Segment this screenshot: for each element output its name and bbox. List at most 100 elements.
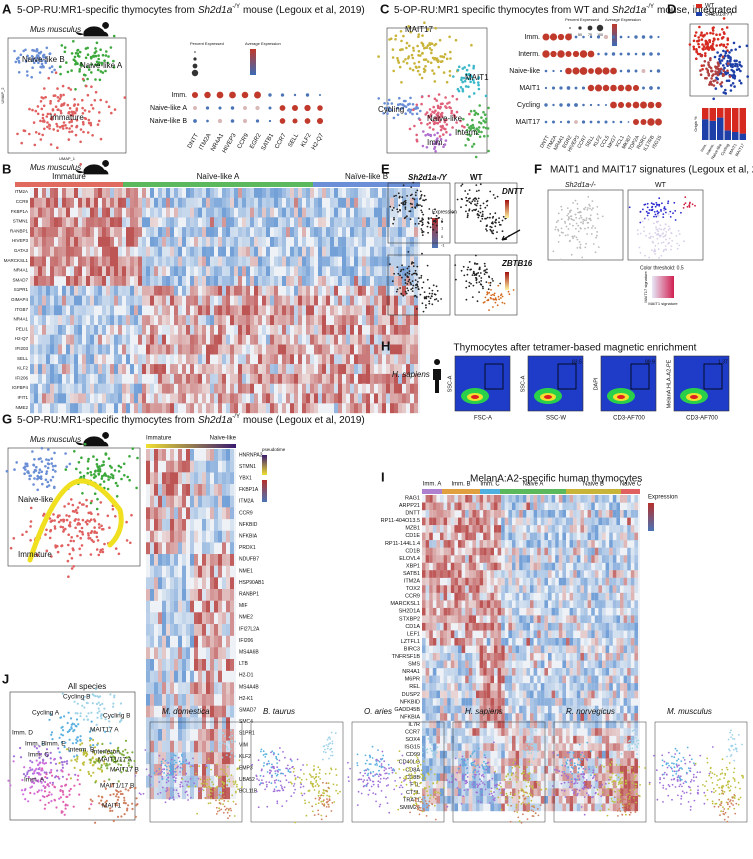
heatmap-cell [234, 373, 238, 384]
cell-dot [480, 280, 483, 282]
heatmap-cell [158, 393, 162, 404]
cell-dot [442, 127, 446, 130]
cell-dot [475, 272, 478, 275]
cell-dot [401, 196, 404, 199]
heatmap-cell [246, 373, 250, 384]
heatmap-cell [130, 217, 134, 228]
heatmap-cell [334, 373, 338, 384]
heatmap-cell [186, 383, 190, 394]
heatmap-cell [50, 364, 54, 375]
cell-dot [412, 181, 415, 184]
heatmap-cell [218, 752, 222, 765]
heatmap-cell [190, 670, 194, 683]
cell-dot [557, 219, 559, 222]
heatmap-cell [242, 266, 246, 277]
heatmap-cell [202, 577, 206, 590]
heatmap-cell [86, 344, 90, 355]
cell-dot [704, 54, 707, 58]
heatmap-cell [186, 325, 190, 335]
cell-dot [571, 235, 574, 238]
heatmap-cell [222, 694, 226, 706]
cell-dot [70, 69, 73, 72]
heatmap-cell [54, 305, 58, 316]
heatmap-cell [425, 510, 430, 518]
heatmap-cell [382, 383, 386, 394]
heatmap-cell [398, 285, 402, 296]
cell-dot [592, 207, 594, 210]
heatmap-cell [150, 227, 154, 238]
cell-dot [579, 227, 582, 229]
dot [216, 91, 224, 99]
heatmap-cell [190, 787, 194, 800]
gene-label: NDUFB7 [239, 557, 259, 563]
cell-dot [657, 211, 660, 214]
heatmap-cell [214, 266, 218, 277]
label: Immature [146, 436, 172, 442]
heatmap-cell [398, 246, 402, 257]
cell-dot [462, 265, 465, 268]
heatmap-cell [322, 236, 326, 247]
dot [641, 52, 646, 56]
heatmap-cell [210, 565, 214, 578]
heatmap-cell [198, 694, 202, 706]
heatmap-cell [154, 354, 158, 365]
dot [268, 119, 272, 123]
cell-dot [442, 133, 445, 136]
heatmap-cell [274, 256, 278, 267]
heatmap-cell [210, 227, 214, 238]
cell-dot [415, 191, 417, 194]
heatmap-cell [278, 236, 282, 247]
heatmap-cell [46, 227, 50, 238]
heatmap-cell [342, 266, 346, 277]
heatmap-cell [414, 276, 418, 286]
heatmap-cell [190, 217, 194, 228]
cell-dot [66, 559, 70, 563]
heatmap-cell [74, 383, 78, 394]
heatmap-cell [346, 383, 350, 394]
title-gene: Sh2d1a [198, 5, 233, 16]
heatmap-cell [440, 495, 444, 503]
heatmap-cell [402, 285, 406, 296]
heatmap-cell [274, 227, 278, 238]
heatmap-cell [126, 403, 130, 414]
cell-dot [718, 60, 722, 63]
heatmap-cell [326, 364, 330, 375]
heatmap-cell [126, 276, 130, 286]
heatmap-cell [294, 305, 298, 316]
heatmap-cell [330, 305, 334, 316]
heatmap-cell [166, 217, 170, 228]
heatmap-cell [386, 364, 390, 375]
heatmap-cell [519, 495, 523, 503]
gate [630, 363, 650, 390]
heatmap-cell [210, 600, 214, 613]
heatmap-cell [314, 373, 318, 384]
heatmap-cell [94, 217, 98, 228]
heatmap-cell [190, 530, 194, 543]
heatmap-cell [90, 305, 94, 316]
cell-dot [429, 297, 432, 300]
cell-dot [48, 123, 51, 127]
heatmap-cell [250, 295, 254, 306]
cell-dot [417, 65, 421, 69]
heatmap-cell [106, 334, 110, 345]
cell-dot [16, 132, 19, 136]
heatmap-cell [146, 246, 150, 257]
heatmap-cell [497, 510, 502, 518]
heatmap-cell [338, 383, 342, 394]
dot [604, 120, 608, 124]
heatmap-cell [162, 236, 166, 247]
heatmap-cell [370, 383, 374, 394]
heatmap-cell [158, 659, 162, 671]
cell-dot [64, 527, 67, 531]
heatmap-cell [206, 659, 210, 671]
heatmap-cell [158, 647, 162, 660]
heatmap-cell [154, 305, 158, 316]
cell-dot [712, 97, 715, 101]
heatmap-cell [218, 246, 222, 257]
heatmap-cell [358, 334, 362, 345]
heatmap-cell [194, 227, 198, 238]
cell-dot [55, 122, 58, 126]
cell-dot [454, 264, 457, 266]
heatmap-cell [298, 364, 302, 375]
cell-dot [79, 471, 82, 474]
